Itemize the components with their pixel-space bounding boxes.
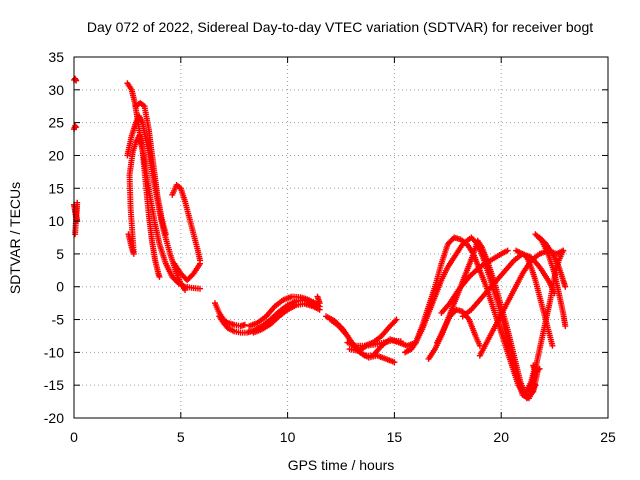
data-point-marker (162, 231, 169, 238)
data-point-marker (393, 316, 400, 323)
y-tick-label: 20 (48, 147, 64, 163)
series-arc-4 (124, 80, 204, 292)
data-point-marker (316, 300, 323, 307)
series-arc-2 (71, 122, 80, 133)
series-arc-18 (346, 337, 404, 355)
data-point-marker (562, 323, 569, 330)
data-point-marker (241, 321, 248, 328)
data-point-marker (476, 342, 483, 349)
chart-title: Day 072 of 2022, Sidereal Day-to-day VTE… (87, 19, 593, 35)
series-arc-10 (211, 300, 248, 330)
series-arc-17 (344, 316, 400, 349)
data-point-marker (197, 260, 204, 267)
series-arc-23 (438, 247, 511, 316)
x-tick-label: 10 (280, 429, 296, 445)
y-tick-label: -5 (52, 312, 65, 328)
series-arc-9 (171, 260, 204, 284)
x-tick-label: 5 (177, 429, 185, 445)
series-arc-13 (250, 300, 323, 336)
data-point-marker (549, 342, 556, 349)
y-tick-label: 15 (48, 180, 64, 196)
y-tick-label: 0 (56, 279, 64, 295)
x-tick-label: 20 (493, 429, 509, 445)
series-arc-8 (169, 181, 204, 264)
series-arc-3 (71, 199, 81, 238)
y-tick-label: -20 (44, 410, 64, 426)
series-arc-29 (536, 234, 569, 290)
data-point-marker (560, 247, 567, 254)
x-tick-label: 25 (600, 429, 616, 445)
data-point-marker (562, 283, 569, 290)
plot-frame (73, 56, 609, 419)
x-tick-label: 15 (387, 429, 403, 445)
series-arc-27 (525, 247, 567, 399)
series-arc-7 (132, 99, 169, 238)
y-tick-label: 35 (48, 49, 64, 65)
data-point-marker (397, 338, 404, 345)
data-point-marker (391, 359, 398, 366)
series-arc-6 (125, 132, 163, 280)
data-point-marker (197, 285, 204, 292)
y-tick-label: 10 (48, 213, 64, 229)
x-axis-label: GPS time / hours (288, 457, 395, 473)
x-tick-label: 0 (70, 429, 78, 445)
y-tick-label: -15 (44, 377, 64, 393)
data-point-marker (156, 273, 163, 280)
grid-layer (74, 57, 608, 418)
y-tick-label: 30 (48, 82, 64, 98)
y-axis-label: SDTVAR / TECUs (7, 182, 23, 294)
y-tick-label: -10 (44, 344, 64, 360)
data-point-marker (182, 287, 189, 294)
y-tick-label: 25 (48, 115, 64, 131)
series-arc-25 (476, 247, 567, 359)
series-arc-30 (530, 362, 543, 376)
ticks-layer: 0 5 10 15 20 25 -20 -15 -10 -5 0 5 10 15 20 25 30 35 (44, 49, 616, 445)
series-arc-14 (314, 293, 323, 307)
y-tick-label: 5 (56, 246, 64, 262)
data-point-marker (536, 365, 543, 372)
data-point-marker (504, 247, 511, 254)
data-point-marker (72, 231, 79, 238)
series-arc-1 (71, 75, 80, 84)
data-point-marker (316, 306, 323, 313)
data-points-layer (71, 75, 569, 402)
